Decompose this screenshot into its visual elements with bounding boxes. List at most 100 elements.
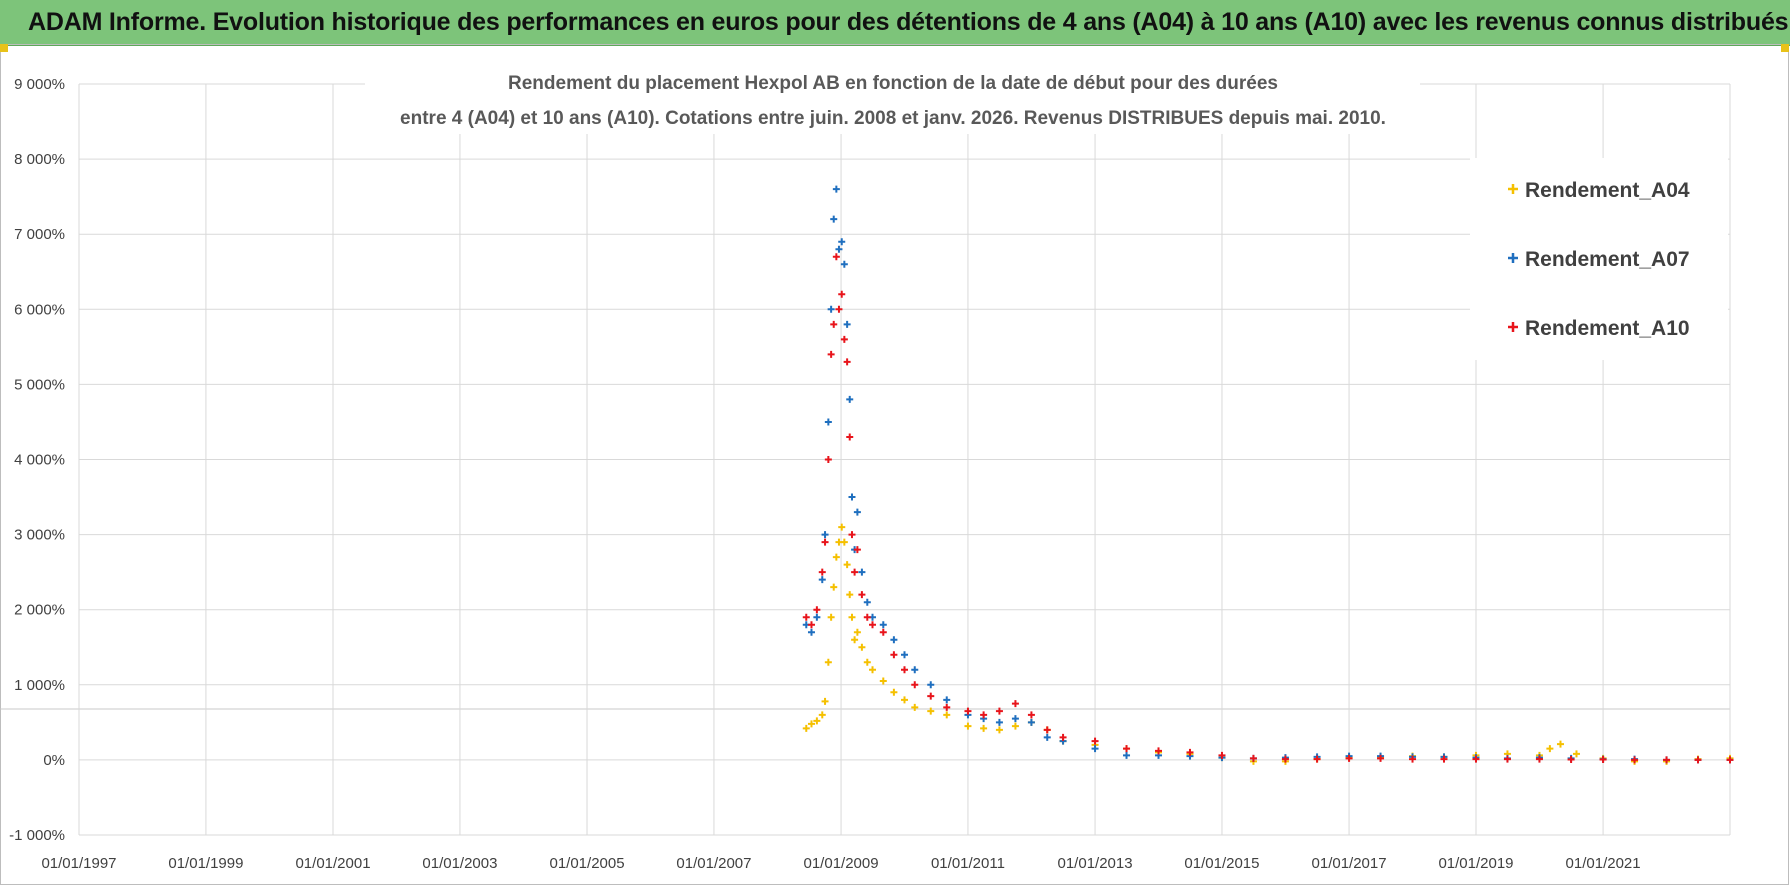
y-tick-label: 8 000%	[14, 151, 65, 168]
data-point	[848, 493, 856, 501]
data-point	[807, 621, 815, 629]
series-rendement-a10	[802, 253, 1734, 764]
data-point	[890, 636, 898, 644]
report-title: ADAM Informe. Evolution historique des p…	[28, 8, 1789, 36]
chart-grid	[0, 83, 1731, 836]
data-point	[964, 707, 972, 715]
data-point	[853, 546, 861, 554]
data-point	[1345, 754, 1353, 762]
data-point	[1726, 756, 1734, 764]
x-tick-label: 01/01/2011	[931, 855, 1005, 872]
data-point	[840, 335, 848, 343]
y-axis: -1 000% 0% 1 000% 2 000% 3 000% 4 000% 5 000% 6…	[9, 76, 65, 844]
data-point	[807, 628, 815, 636]
data-point	[846, 433, 854, 441]
y-tick-label: 5 000%	[14, 376, 65, 393]
data-points	[802, 185, 1734, 765]
data-point	[858, 643, 866, 651]
data-point	[821, 538, 829, 546]
legend-label: Rendement_A10	[1525, 317, 1690, 340]
data-point	[838, 290, 846, 298]
data-point	[1011, 700, 1019, 708]
data-point	[838, 238, 846, 246]
data-point	[840, 260, 848, 268]
data-point	[851, 568, 859, 576]
legend-label: Rendement_A07	[1525, 248, 1690, 271]
x-tick-label: 01/01/2013	[1058, 855, 1133, 872]
data-point	[1567, 756, 1575, 764]
data-point	[1409, 755, 1417, 763]
data-point	[911, 666, 919, 674]
y-tick-label: 2 000%	[14, 602, 65, 619]
data-point	[927, 707, 935, 715]
data-point	[943, 703, 951, 711]
data-point	[824, 456, 832, 463]
data-point	[1377, 754, 1385, 762]
legend-label: Rendement_A04	[1525, 179, 1690, 202]
data-point	[1043, 733, 1051, 741]
chart-title: Rendement du placement Hexpol AB en fonc…	[365, 66, 1420, 134]
data-point	[879, 628, 887, 636]
chart-frame	[0, 44, 1789, 885]
data-point	[1663, 756, 1671, 764]
data-point	[832, 253, 840, 261]
data-point	[1472, 755, 1480, 763]
data-point	[818, 568, 826, 576]
chart-title-line-2: entre 4 (A04) et 10 ans (A10). Cotations…	[400, 108, 1386, 129]
data-point	[818, 576, 826, 584]
data-point	[1313, 755, 1321, 763]
data-point	[1249, 754, 1257, 762]
data-point	[1535, 755, 1543, 763]
x-tick-label: 01/01/2015	[1184, 855, 1259, 872]
data-point	[1091, 737, 1099, 745]
data-point	[901, 651, 908, 659]
data-point	[1440, 755, 1448, 763]
data-point	[911, 681, 919, 689]
data-point	[863, 598, 871, 606]
data-point	[901, 666, 908, 674]
data-point	[1027, 718, 1035, 726]
x-tick-label: 01/01/2021	[1566, 855, 1641, 872]
y-tick-label: 1 000%	[14, 677, 65, 694]
data-point	[890, 651, 898, 659]
data-point	[1011, 722, 1019, 730]
data-point	[869, 621, 877, 629]
y-tick-label: 4 000%	[14, 452, 65, 469]
data-point	[879, 677, 887, 685]
data-point	[1123, 751, 1131, 759]
data-point	[843, 358, 851, 366]
x-axis: 01/01/1997 01/01/1999 01/01/2001 01/01/2003…	[41, 855, 1640, 872]
x-tick-label: 01/01/2009	[804, 855, 879, 872]
data-point	[835, 245, 843, 253]
y-tick-label: 6 000%	[14, 301, 65, 318]
legend-marker	[1508, 184, 1518, 194]
data-point	[1043, 726, 1051, 734]
data-point	[830, 583, 838, 591]
data-point	[911, 703, 919, 711]
data-point	[964, 722, 972, 730]
data-point	[835, 305, 843, 313]
data-point	[1281, 755, 1289, 763]
data-point	[813, 717, 821, 725]
data-point	[813, 606, 821, 614]
data-point	[927, 692, 935, 700]
data-point	[869, 666, 877, 674]
chart-title-line-1: Rendement du placement Hexpol AB en fonc…	[508, 73, 1278, 94]
data-point	[853, 508, 861, 516]
data-point	[863, 613, 871, 621]
legend-marker	[1508, 322, 1518, 332]
data-point	[818, 711, 826, 719]
y-tick-label: 9 000%	[14, 76, 65, 93]
data-point	[827, 613, 835, 621]
x-tick-label: 01/01/2017	[1312, 855, 1387, 872]
data-point	[1123, 745, 1131, 753]
data-point	[827, 305, 835, 313]
data-point	[858, 591, 866, 599]
data-point	[890, 688, 898, 696]
x-tick-label: 01/01/2019	[1438, 855, 1513, 872]
data-point	[846, 395, 854, 403]
data-point	[980, 724, 988, 732]
chart-title-background	[365, 66, 1420, 134]
y-tick-label: -1 000%	[9, 827, 65, 844]
